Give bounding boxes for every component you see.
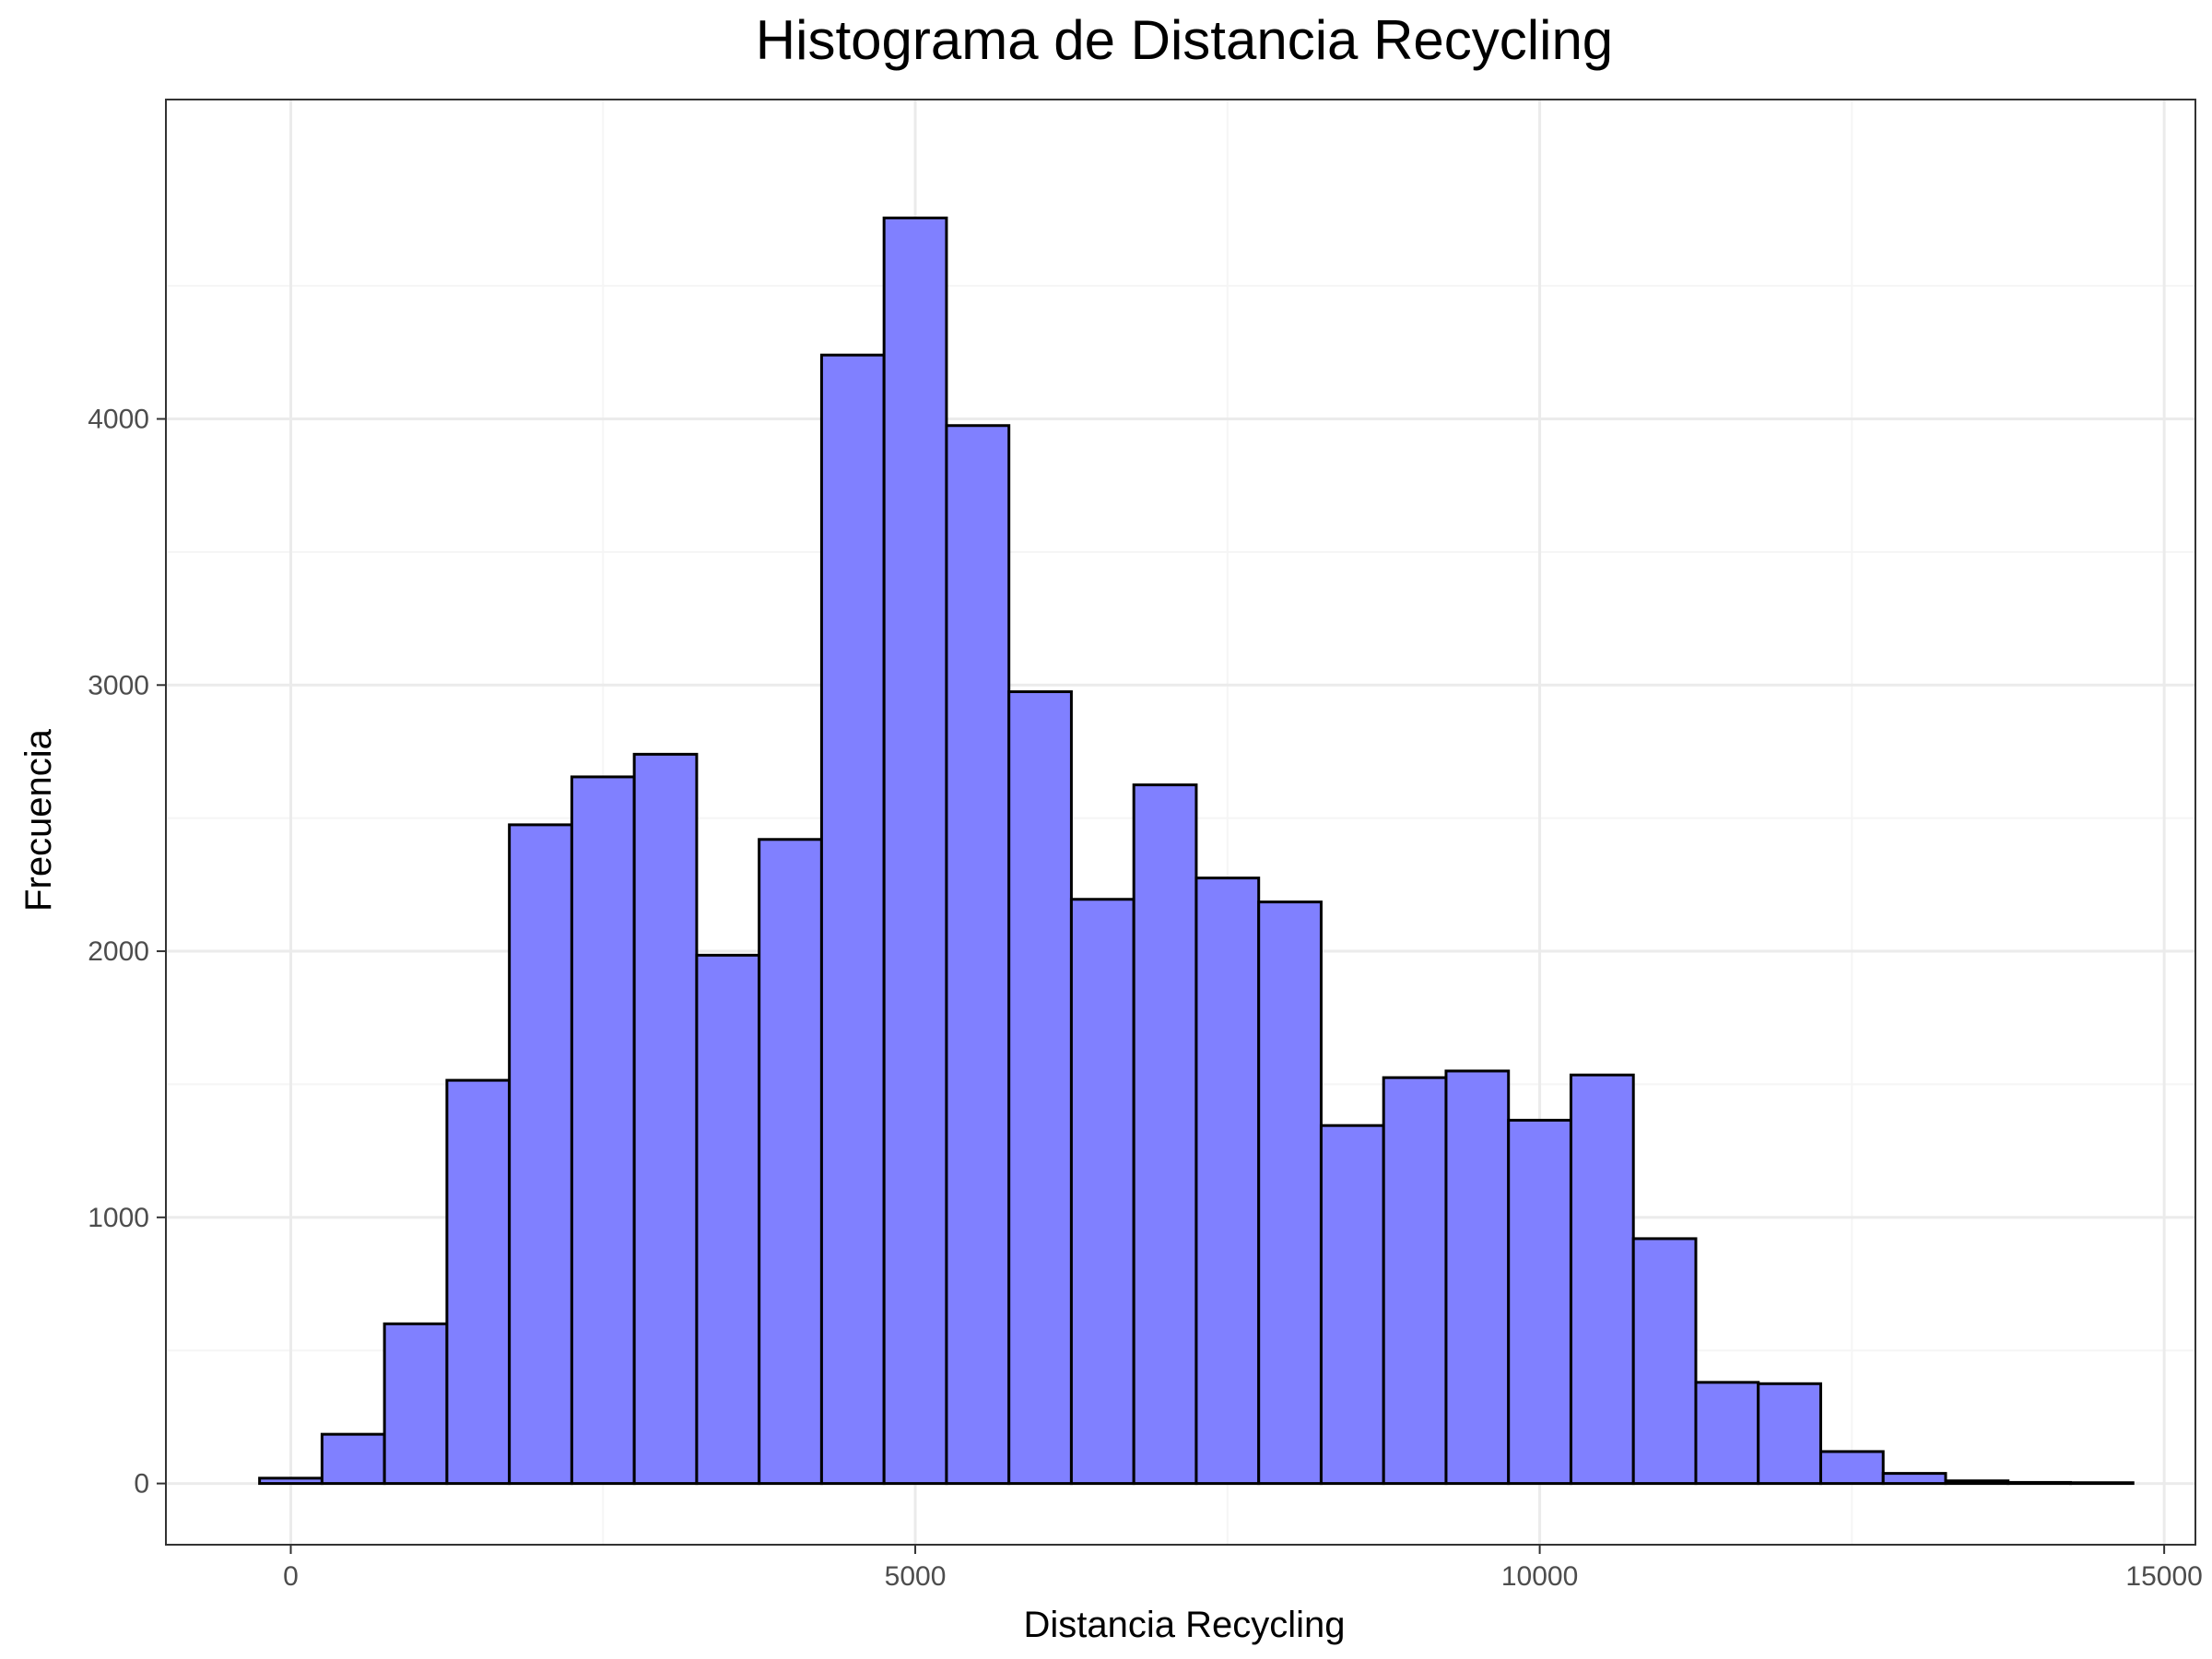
y-tick-label: 4000 [88, 405, 149, 435]
plot-panel: 0 5000 10000 15000 0 1000 2000 3000 4000 [88, 99, 2203, 1592]
histogram-bar [570, 775, 636, 1486]
histogram-bar [1007, 690, 1073, 1486]
histogram-bar [1694, 1381, 1760, 1486]
histogram-bar [1507, 1118, 1572, 1486]
histogram-bar [1569, 1073, 1635, 1486]
histogram-bar [1881, 1472, 1947, 1486]
histogram-bar [1444, 1069, 1511, 1486]
histogram-bar [1818, 1450, 1885, 1486]
x-axis-title: Distancia Recycling [1023, 1605, 1345, 1645]
x-tick-label: 5000 [885, 1561, 947, 1592]
panel-border [165, 99, 2196, 1546]
histogram-bar [445, 1078, 512, 1486]
histogram-bar [1069, 898, 1135, 1486]
histogram-bar [508, 823, 573, 1486]
histogram-bar [2006, 1480, 2072, 1486]
histogram-bar [258, 1477, 324, 1486]
x-tick-label: 10000 [1501, 1561, 1578, 1592]
histogram-bar [1132, 783, 1198, 1486]
histogram-bar [1382, 1076, 1448, 1486]
histogram-bar [382, 1322, 449, 1486]
histogram-bar [2068, 1481, 2135, 1486]
x-tick-label: 0 [283, 1561, 299, 1592]
histogram-bar [758, 838, 823, 1486]
histogram-bar [320, 1432, 386, 1486]
y-tick-label: 0 [134, 1469, 149, 1500]
histogram-bar [1194, 877, 1261, 1486]
histogram-bar [1944, 1479, 2010, 1486]
histogram-bar [819, 353, 886, 1486]
histogram-bar [1319, 1124, 1385, 1486]
y-axis-title: Frecuencia [18, 728, 59, 912]
histogram-bar [882, 217, 948, 1486]
chart-title: Histograma de Distancia Recycling [756, 9, 1613, 71]
histogram-bar [695, 953, 761, 1486]
y-tick-label: 3000 [88, 670, 149, 700]
histogram-bar [632, 752, 699, 1486]
histogram-bar [1757, 1382, 1822, 1486]
x-tick-label: 15000 [2125, 1561, 2202, 1592]
y-tick-label: 1000 [88, 1203, 149, 1233]
histogram-bar [1631, 1237, 1698, 1486]
y-tick-label: 2000 [88, 936, 149, 967]
histogram-bar [1257, 900, 1323, 1486]
histogram-bar [945, 424, 1011, 1486]
